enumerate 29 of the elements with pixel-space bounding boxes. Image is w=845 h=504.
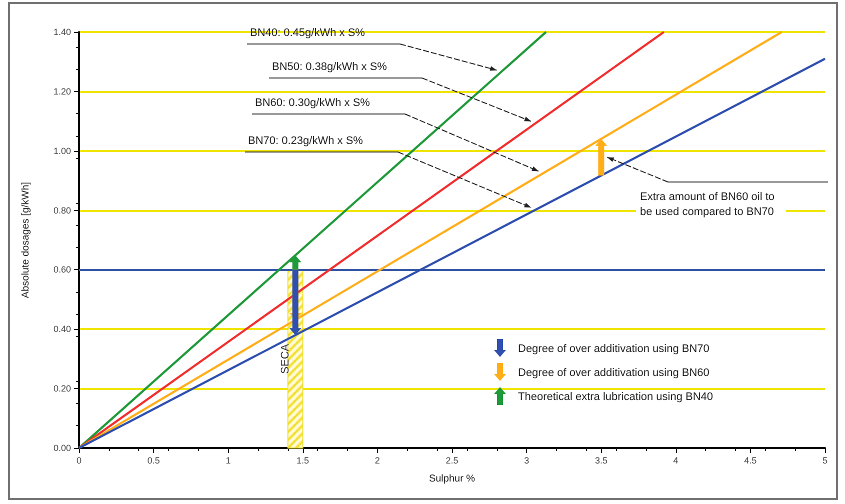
annotation: BN50: 0.38g/kWh x S%: [272, 61, 388, 73]
x-tick-label: 2.5: [446, 456, 458, 466]
y-tick-label: 0.00: [53, 443, 71, 453]
x-tick-label: 3: [524, 456, 530, 466]
y-axis-title: Absolute dosages [g/kWh]: [20, 182, 32, 298]
band-label: SECA: [279, 343, 292, 374]
x-tick-label: 0: [76, 456, 82, 466]
y-tick-label: 0.40: [53, 324, 71, 334]
x-axis-title: Sulphur %: [428, 474, 476, 484]
annotation: Theoretical extra lubrication using BN40: [518, 391, 714, 403]
annotation: BN70: 0.23g/kWh x S%: [248, 135, 364, 147]
y-tick-label: 0.60: [53, 264, 71, 275]
y-tick-label: 1.40: [53, 27, 71, 37]
x-tick-label: 2: [374, 456, 380, 466]
annotation: Degree of over additivation using BN60: [518, 367, 710, 379]
x-tick-label: 0.5: [147, 456, 160, 466]
x-tick-label: 1: [226, 456, 231, 466]
x-tick-label: 4.5: [744, 456, 757, 466]
annotation: Degree of over additivation using BN70: [518, 343, 710, 355]
x-tick-label: 1.5: [296, 456, 310, 466]
y-tick-label: 0.80: [53, 205, 71, 216]
x-tick-label: 4: [673, 456, 678, 466]
annotation: Extra amount of BN60 oil to be used compared to BN70: [640, 191, 775, 218]
y-tick-label: 1.20: [53, 86, 71, 96]
x-tick-label: 3.5: [594, 456, 608, 466]
x-tick-label: 5: [822, 456, 828, 466]
annotation: BN60: 0.30g/kWh x S%: [255, 97, 370, 109]
y-tick-label: 0.20: [53, 384, 71, 394]
y-tick-label: 1.00: [53, 146, 71, 156]
